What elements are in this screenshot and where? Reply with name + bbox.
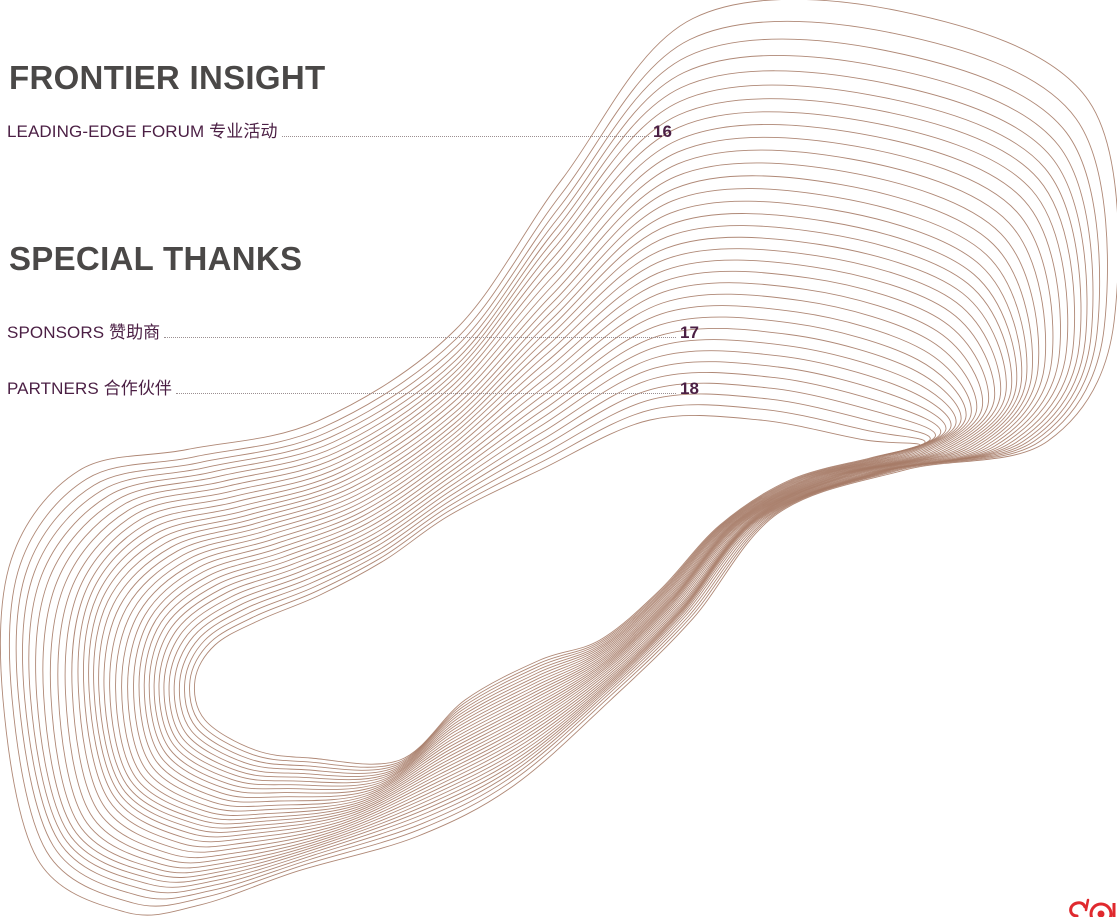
ribbon-line xyxy=(35,84,1082,883)
ribbon-line xyxy=(148,316,967,794)
ribbon-line xyxy=(64,136,1054,864)
ribbon-line xyxy=(153,327,962,790)
toc-entry-label: SPONSORS 赞助商 xyxy=(7,323,161,342)
ribbon-line xyxy=(83,175,1033,848)
ribbon-line xyxy=(93,200,1023,838)
dot-leader xyxy=(176,392,676,394)
ribbon-line xyxy=(42,98,1076,878)
section-title-frontier-insight: FRONTIER INSIGHT xyxy=(9,59,326,96)
ribbon-line xyxy=(8,20,1108,907)
toc-page-number: 16 xyxy=(653,122,672,141)
ribbon-line xyxy=(77,162,1040,853)
toc-entry-partners[interactable]: PARTNERS 合作伙伴 18 xyxy=(7,373,706,397)
ribbon-line xyxy=(168,361,947,781)
ribbon-line xyxy=(127,270,989,812)
dot-leader xyxy=(164,336,676,338)
toc-entry-label: PARTNERS 合作伙伴 xyxy=(7,379,173,398)
ribbon-line xyxy=(138,293,978,803)
ribbon-line xyxy=(109,236,1007,825)
ribbon-line xyxy=(49,111,1069,874)
ribbon-line xyxy=(15,38,1101,900)
ribbon-line xyxy=(57,124,1061,869)
brand-logo xyxy=(1069,898,1116,917)
ribbon-line xyxy=(71,149,1047,859)
ribbon-line xyxy=(189,404,926,768)
ribbon-line xyxy=(133,282,983,808)
toc-entry-sponsors[interactable]: SPONSORS 赞助商 17 xyxy=(7,317,706,341)
dot-leader xyxy=(281,135,649,137)
ribbon-line xyxy=(184,393,931,771)
ribbon-line xyxy=(103,225,1013,829)
ribbon-line xyxy=(163,350,952,784)
toc-entry-leading-edge-forum[interactable]: LEADING-EDGE FORUM 专业活动 16 xyxy=(7,116,679,140)
toc-entry-label: LEADING-EDGE FORUM 专业活动 xyxy=(7,122,278,141)
section-title-special-thanks: SPECIAL THANKS xyxy=(9,240,303,277)
toc-page-number: 18 xyxy=(680,379,699,398)
ribbon-line xyxy=(121,259,996,816)
ribbon-line xyxy=(88,188,1028,843)
ribbon-line xyxy=(22,55,1094,894)
ribbon-line xyxy=(28,70,1088,888)
toc-page-number: 17 xyxy=(680,323,699,342)
ribbon-line xyxy=(178,382,936,774)
ribbon-line xyxy=(143,305,972,799)
ribbon-line xyxy=(98,213,1018,833)
ribbon-line xyxy=(173,371,942,778)
ribbon-line xyxy=(115,248,1002,821)
ribbon-line xyxy=(158,339,957,787)
ribbon-line xyxy=(193,415,921,765)
